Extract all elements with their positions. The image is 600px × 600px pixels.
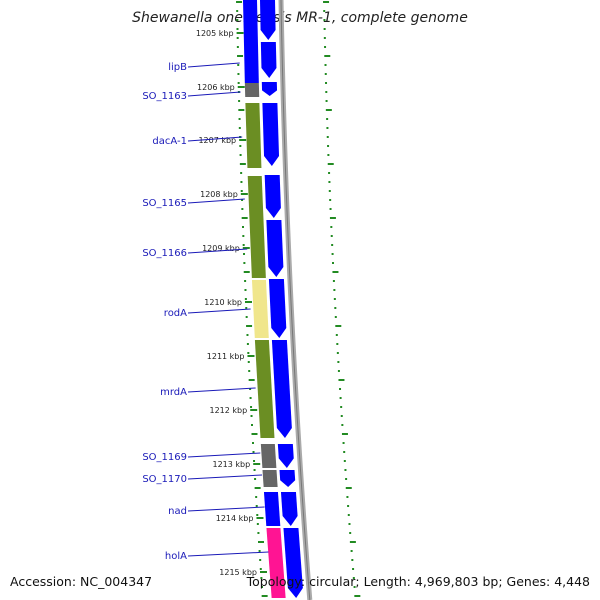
gene-leader-line xyxy=(187,91,241,97)
cds-arrow xyxy=(260,42,277,78)
gene-leader-line xyxy=(187,198,245,204)
genome-title: Shewanella oneidensis MR-1, complete gen… xyxy=(132,10,468,26)
gene-category-segment xyxy=(263,492,281,526)
gene-leader-line xyxy=(187,387,256,393)
gene-label: rodA xyxy=(164,308,187,319)
gene-label: dacA-1 xyxy=(152,136,187,147)
gene-category-segment xyxy=(244,83,260,97)
gene-label: SO_1169 xyxy=(142,452,187,463)
cds-arrow xyxy=(268,279,287,338)
gene-label: SO_1170 xyxy=(142,474,187,485)
kbp-tick-label: 1207 kbp xyxy=(198,136,236,145)
gene-label: nad xyxy=(168,506,187,517)
cds-arrow xyxy=(261,82,278,96)
kbp-tick-label: 1213 kbp xyxy=(213,460,251,469)
gene-leader-line xyxy=(187,308,251,314)
cds-arrow xyxy=(264,175,281,218)
cds-arrow xyxy=(260,0,276,40)
gene-label: SO_1163 xyxy=(142,91,187,102)
gene-category-segment xyxy=(262,470,278,487)
kbp-tick-label: 1210 kbp xyxy=(204,298,242,307)
gene-leader-line xyxy=(187,136,243,142)
kbp-tick-label: 1214 kbp xyxy=(216,514,254,523)
cds-arrow xyxy=(279,470,296,487)
gene-label: mrdA xyxy=(160,387,187,398)
cds-arrow xyxy=(277,444,294,468)
gene-leader-line xyxy=(187,248,248,254)
accession-text: Accession: NC_004347 xyxy=(10,574,153,589)
kbp-tick-label: 1215 kbp xyxy=(219,568,257,577)
gene-leader-line xyxy=(187,551,269,557)
gene-label: SO_1165 xyxy=(142,198,187,209)
kbp-tick-label: 1211 kbp xyxy=(207,352,245,361)
kbp-tick-label: 1212 kbp xyxy=(210,406,248,415)
cds-arrow xyxy=(266,220,284,277)
gene-leader-line xyxy=(187,62,240,68)
gene-category-segment xyxy=(247,176,266,278)
gene-category-segment xyxy=(266,528,286,598)
cds-arrow xyxy=(262,103,280,166)
gene-category-segment xyxy=(243,0,259,83)
kbp-tick-label: 1205 kbp xyxy=(196,29,234,38)
genome-backbone-core xyxy=(280,0,311,600)
gene-category-segment xyxy=(254,340,275,438)
kbp-tick-label: 1206 kbp xyxy=(197,83,235,92)
gene-label: holA xyxy=(165,551,187,562)
kbp-tick-label: 1208 kbp xyxy=(200,190,238,199)
gene-leader-line xyxy=(187,452,261,458)
gene-label: SO_1166 xyxy=(142,248,187,259)
gene-category-segment xyxy=(251,280,269,338)
gene-label: lipB xyxy=(168,62,187,73)
gene-category-segment xyxy=(245,103,262,168)
genome-summary-text: Topology: circular; Length: 4,969,803 bp… xyxy=(246,574,590,589)
gene-leader-line xyxy=(187,474,263,480)
cds-arrow xyxy=(280,492,298,526)
gene-category-segment xyxy=(260,444,277,468)
gene-leader-line xyxy=(187,506,265,512)
kbp-tick-label: 1209 kbp xyxy=(202,244,240,253)
cds-arrow xyxy=(283,528,303,598)
cds-arrow xyxy=(271,340,292,438)
